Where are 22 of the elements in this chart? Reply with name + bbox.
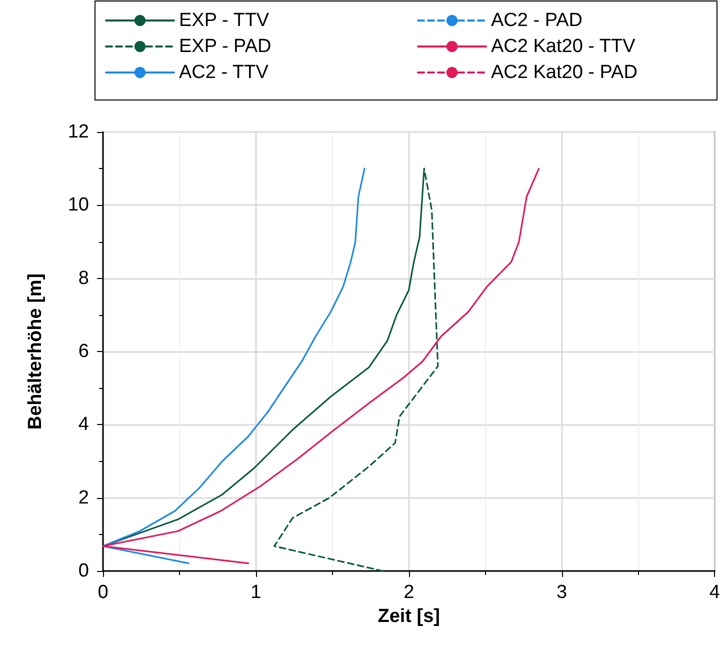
y-tick-label: 10	[68, 194, 89, 216]
legend-label: AC2 - PAD	[491, 10, 583, 31]
x-tick-label: 3	[556, 582, 568, 603]
x-tick-label: 1	[250, 582, 262, 603]
x-axis-title: Zeit [s]	[378, 606, 440, 627]
y-tick-label: 12	[68, 122, 89, 142]
x-tick-label: 0	[98, 582, 108, 603]
y-tick-label: 0	[78, 560, 89, 582]
legend-label: AC2 Kat20 - PAD	[491, 62, 638, 83]
y-tick-label: 8	[78, 268, 89, 289]
line-series	[102, 168, 540, 564]
y-tick-label: 4	[78, 414, 90, 436]
y-tick-label: 6	[78, 341, 89, 362]
legend-label: EXP - TTV	[179, 10, 270, 31]
y-axis-title: Behälterhöhe [m]	[25, 273, 46, 430]
legend-label: AC2 - TTV	[179, 62, 269, 83]
line-series	[102, 168, 366, 564]
x-tick-label: 2	[404, 582, 414, 603]
y-tick-label: 2	[78, 487, 89, 508]
x-tick-label: 4	[709, 582, 720, 603]
legend-label: AC2 Kat20 - TTV	[491, 36, 636, 57]
legend-label: EXP - PAD	[179, 36, 272, 57]
